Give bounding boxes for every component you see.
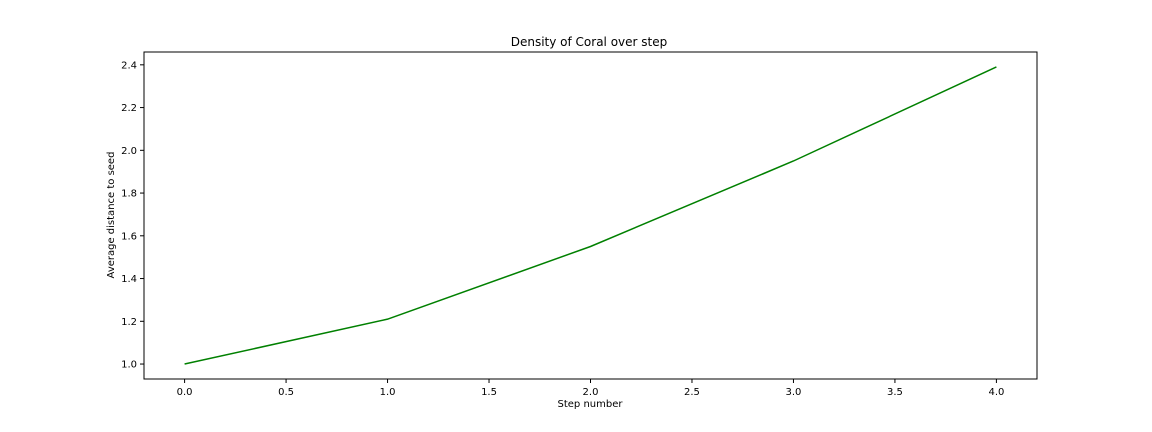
y-tick-label: 1.2: [121, 317, 137, 328]
x-axis: 0.0 0.5 1.0 1.5 2.0 2.5 3.0 3.5 4.0: [177, 379, 1004, 398]
plot-area: [143, 51, 1038, 380]
y-axis: 1.0 1.2 1.4 1.6 1.8 2.0 2.2 2.4: [121, 60, 144, 371]
x-tick-label: 3.0: [786, 387, 802, 398]
x-tick-label: 0.0: [177, 387, 193, 398]
x-tick-label: 1.0: [380, 387, 396, 398]
x-tick-label: 2.5: [684, 387, 700, 398]
x-tick-label: 1.5: [481, 387, 497, 398]
y-tick-label: 2.4: [121, 60, 137, 71]
y-tick-label: 2.0: [121, 146, 137, 157]
y-tick-label: 1.0: [121, 360, 137, 371]
y-tick-label: 1.6: [121, 231, 137, 242]
x-tick-label: 0.5: [278, 387, 294, 398]
x-tick-label: 3.5: [887, 387, 903, 398]
x-tick-label: 4.0: [988, 387, 1004, 398]
y-tick-label: 1.4: [121, 274, 137, 285]
series-group: [184, 66, 997, 365]
series-line: [184, 66, 997, 365]
y-tick-label: 2.2: [121, 103, 137, 114]
y-tick-label: 1.8: [121, 189, 137, 200]
y-axis-label: Average distance to seed: [106, 152, 117, 279]
x-axis-label: Step number: [558, 399, 624, 410]
chart-title: Density of Coral over step: [511, 35, 668, 49]
x-tick-label: 2.0: [583, 387, 599, 398]
